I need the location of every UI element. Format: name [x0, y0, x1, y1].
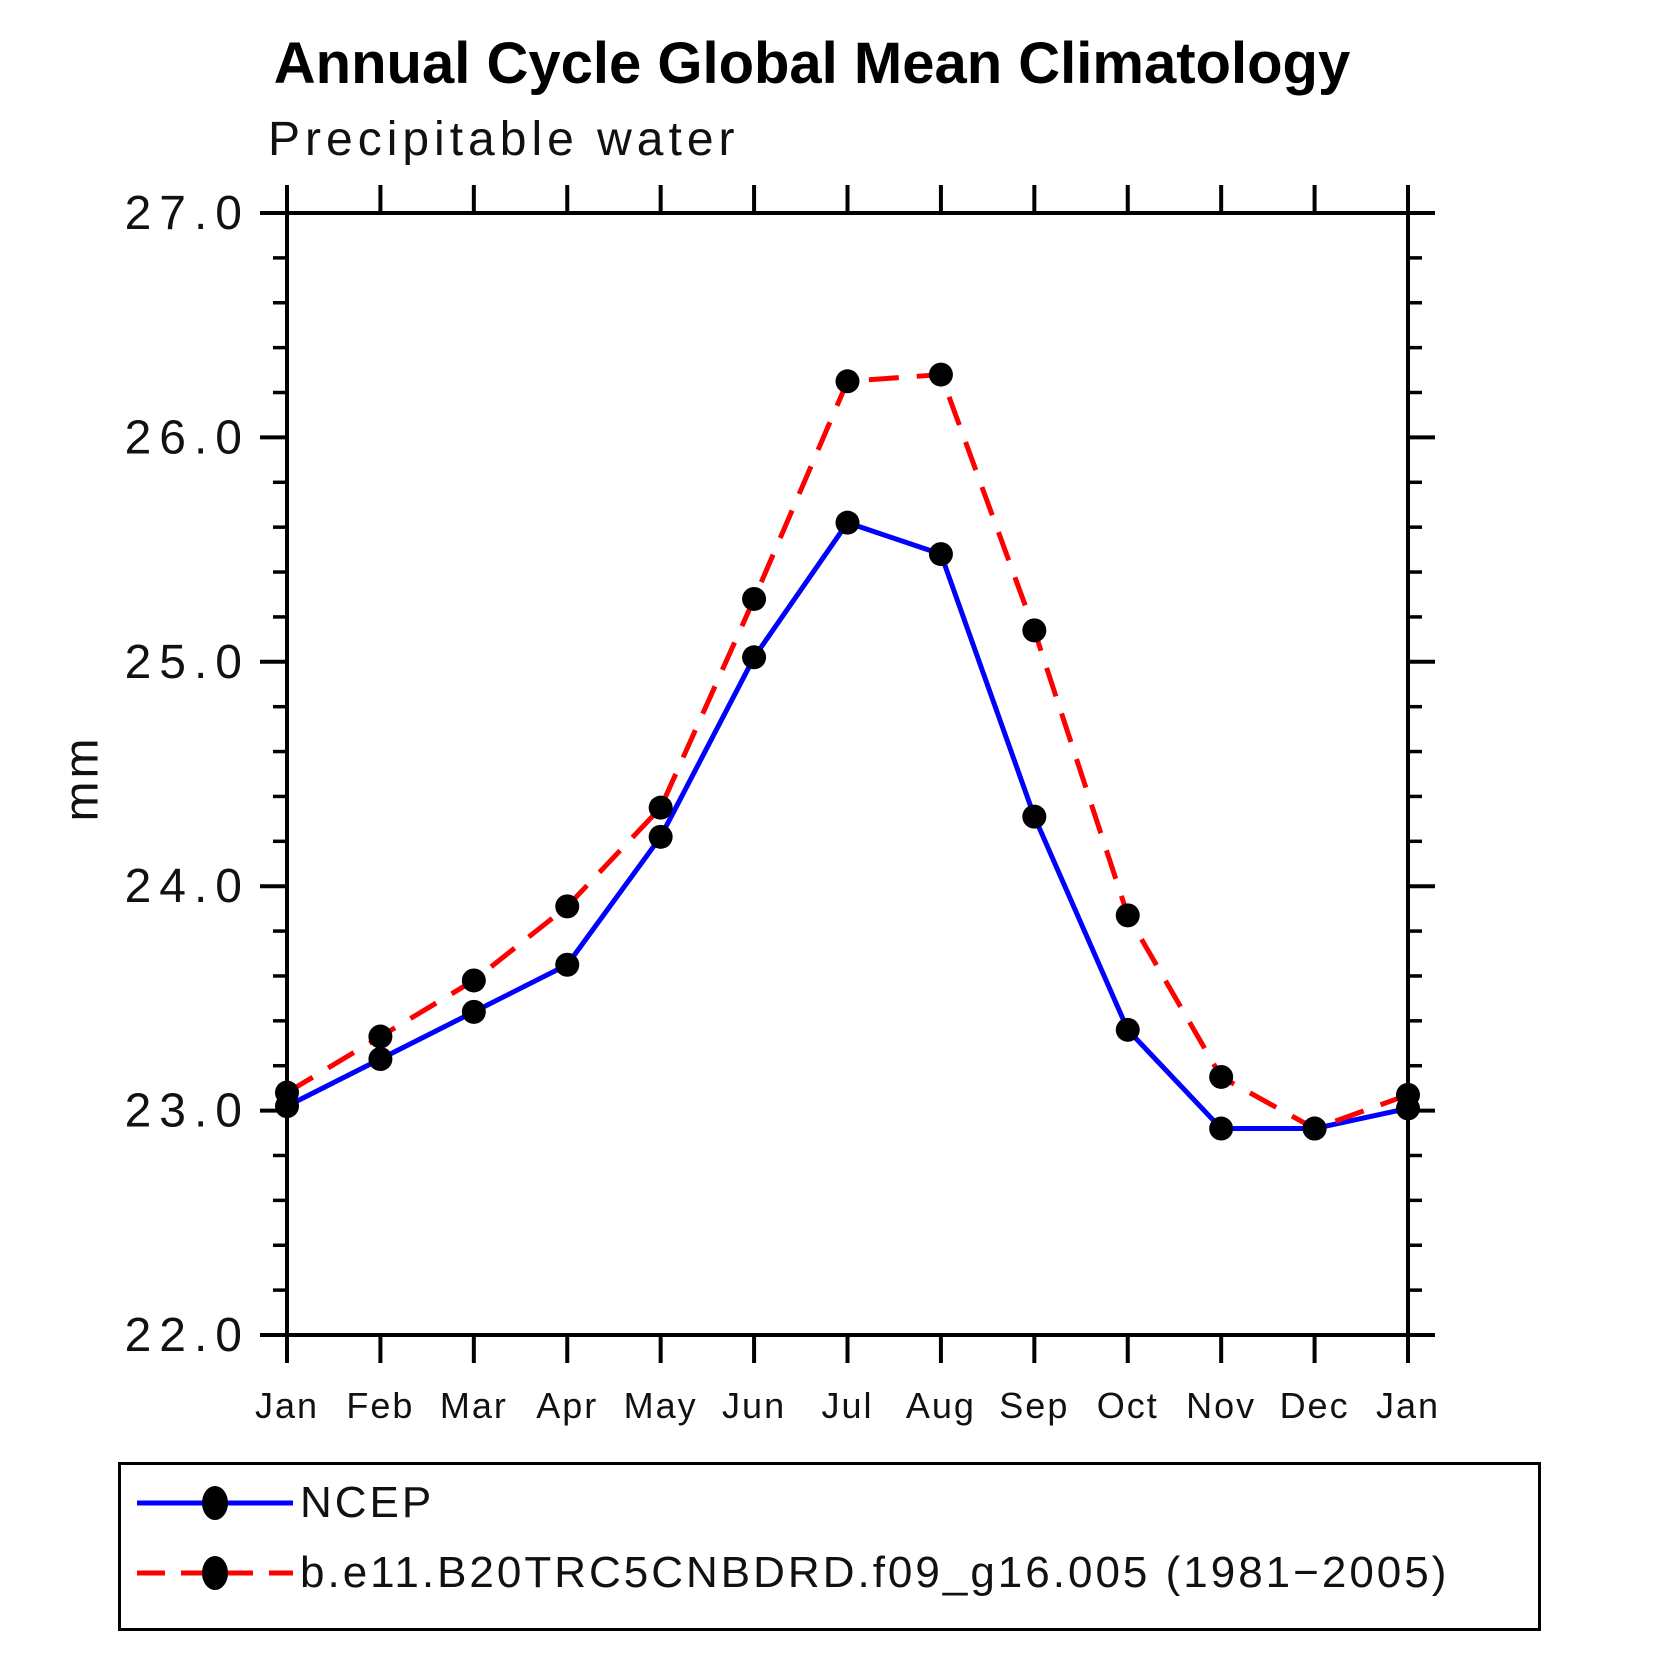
data-point-marker: [1022, 804, 1047, 829]
data-point-marker: [835, 510, 860, 535]
x-tick-label: Sep: [999, 1385, 1069, 1426]
data-point-marker: [1396, 1082, 1420, 1107]
x-tick-label: Jul: [821, 1385, 873, 1426]
data-point-marker: [1209, 1064, 1234, 1089]
x-tick-label: Oct: [1097, 1385, 1159, 1426]
data-point-marker: [555, 952, 580, 977]
series-line: [285, 372, 1409, 1132]
data-point-marker: [1209, 1116, 1234, 1141]
data-point-marker: [648, 795, 673, 820]
chart-title: Annual Cycle Global Mean Climatology: [273, 31, 1351, 96]
x-tick-label: Mar: [440, 1385, 508, 1426]
legend-entry: b.e11.B20TRC5CNBDRD.f09_g16.005 (1981−20…: [133, 1548, 1538, 1597]
x-tick-label: Jan: [255, 1385, 319, 1426]
legend-entry: NCEP: [133, 1478, 1538, 1527]
data-point-marker: [742, 645, 767, 670]
x-tick-label: Aug: [906, 1385, 976, 1426]
data-point-marker: [648, 824, 673, 849]
x-tick-label: Jun: [722, 1385, 786, 1426]
data-point-marker: [555, 894, 580, 919]
x-tick-label: Jan: [1376, 1385, 1440, 1426]
legend-line-sample: [137, 1486, 293, 1520]
x-tick-label: Apr: [536, 1385, 598, 1426]
y-tick-label: 25.0: [125, 636, 250, 689]
y-tick-label: 26.0: [125, 411, 250, 464]
legend-label: NCEP: [300, 1478, 435, 1527]
data-point-marker: [835, 369, 860, 394]
data-point-marker: [275, 1080, 299, 1105]
data-point-marker: [368, 1024, 393, 1049]
y-tick-label: 22.0: [125, 1309, 250, 1362]
legend-marker: [202, 1486, 228, 1520]
y-tick-label: 24.0: [125, 860, 250, 913]
x-tick-label: May: [624, 1385, 698, 1426]
data-point-marker: [1302, 1116, 1327, 1141]
y-tick-label: 27.0: [125, 187, 250, 240]
legend-box: NCEP b.e11.B20TRC5CNBDRD.f09_g16.005 (198…: [118, 1462, 1541, 1631]
x-tick-label: Nov: [1186, 1385, 1256, 1426]
data-point-marker: [1022, 618, 1047, 643]
data-point-marker: [928, 362, 953, 387]
series-line: [285, 520, 1409, 1132]
legend-marker: [202, 1556, 228, 1590]
x-tick-label: Feb: [346, 1385, 414, 1426]
data-point-marker: [1115, 1017, 1140, 1042]
chart-subtitle: Precipitable water: [268, 113, 740, 166]
y-tick-label: 23.0: [125, 1085, 250, 1138]
legend-label: b.e11.B20TRC5CNBDRD.f09_g16.005 (1981−20…: [300, 1548, 1450, 1597]
data-point-marker: [742, 586, 767, 611]
x-tick-label: Dec: [1280, 1385, 1350, 1426]
data-point-marker: [928, 542, 953, 567]
data-point-marker: [461, 968, 486, 993]
data-point-marker: [461, 999, 486, 1024]
legend-line-sample: [137, 1556, 293, 1590]
data-point-marker: [368, 1046, 393, 1071]
data-point-marker: [1115, 903, 1140, 928]
